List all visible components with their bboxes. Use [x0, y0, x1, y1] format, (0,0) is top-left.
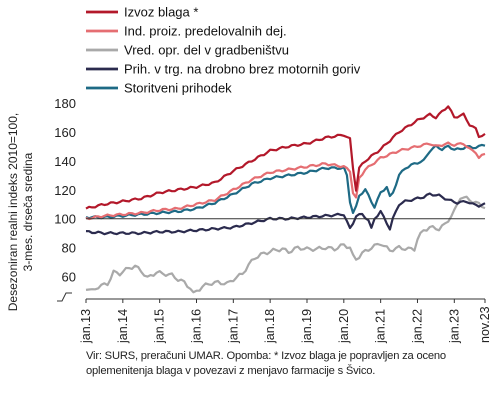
series-line — [85, 141, 486, 221]
legend-label: Izvoz blaga * — [124, 5, 198, 20]
y-tick-label: 160 — [54, 125, 76, 140]
axis-break-symbol — [57, 292, 72, 302]
series-layer — [85, 105, 486, 294]
y-tick-label: 100 — [54, 212, 76, 227]
series-line — [85, 192, 486, 236]
x-tick-label: nov.23 — [478, 306, 490, 343]
y-tick-label: 140 — [54, 154, 76, 169]
y-tick-label: 80 — [62, 241, 76, 256]
legend-label: Prih. v trg. na drobno brez motornih gor… — [124, 62, 361, 77]
x-tick-label: jan.13 — [79, 309, 93, 344]
legend-label: Storitveni prihodek — [124, 81, 232, 96]
x-tick-label: jan.17 — [226, 309, 240, 344]
x-tick-label: jan.14 — [116, 309, 130, 344]
series-line — [85, 195, 486, 294]
y-tick-label: 120 — [54, 183, 76, 198]
series-line — [85, 143, 486, 220]
legend: Izvoz blaga * Ind. proiz. predelovalnih d… — [86, 5, 361, 96]
x-axis: jan.13 jan.14 jan.15 jan.16 jan.17 jan.18 jan.… — [79, 298, 490, 344]
source-note: Vir: SURS, preračuni UMAR. Opomba: * Izv… — [86, 350, 446, 377]
legend-label: Ind. proiz. predelovalnih dej. — [124, 24, 287, 39]
x-tick-label: jan.21 — [374, 309, 388, 344]
series-line — [85, 105, 486, 210]
x-tick-label: jan.23 — [447, 309, 461, 344]
y-axis-title: Desezoniran realni indeks 2010=100, 3-me… — [6, 113, 35, 311]
x-tick-label: jan.15 — [153, 309, 167, 344]
legend-label: Vred. opr. del v gradbeništvu — [124, 43, 289, 58]
y-axis: 60 80 100 120 140 160 180 — [54, 96, 76, 302]
y-axis-title-line-2: 3-mes. drseča sredina — [21, 152, 35, 271]
y-tick-label: 180 — [54, 96, 76, 111]
x-tick-label: jan.20 — [337, 309, 351, 344]
x-tick-label: jan.22 — [410, 309, 424, 344]
y-tick-label: 60 — [62, 270, 76, 285]
x-tick-label: jan.18 — [263, 309, 277, 344]
x-tick-label: jan.19 — [300, 309, 314, 344]
y-axis-title-line-1: Desezoniran realni indeks 2010=100, — [6, 113, 20, 311]
x-tick-label: jan.16 — [189, 309, 203, 344]
